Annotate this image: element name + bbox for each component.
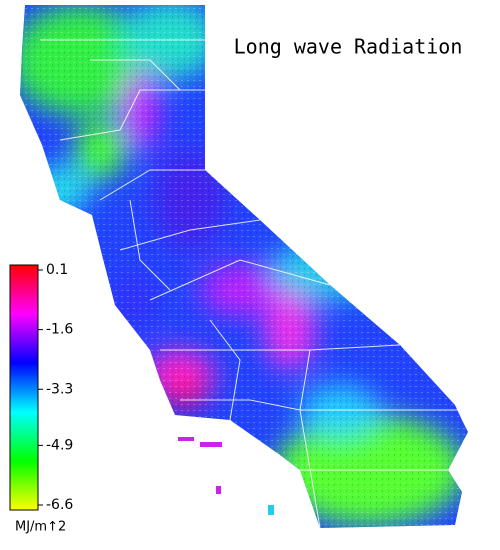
map-title: Long wave Radiation — [234, 35, 463, 59]
islands — [178, 437, 274, 515]
colorbar-tick-label: 0.1 — [46, 262, 68, 278]
colorbar-tick-label: -3.3 — [46, 381, 73, 397]
colorbar — [9, 264, 39, 511]
colorbar-tick-label: -1.6 — [46, 322, 73, 338]
colorbar-unit: MJ/m↑2 — [15, 520, 66, 535]
colorbar-tick-label: -6.6 — [46, 497, 73, 513]
colorbar-tick-label: -4.9 — [46, 437, 73, 453]
